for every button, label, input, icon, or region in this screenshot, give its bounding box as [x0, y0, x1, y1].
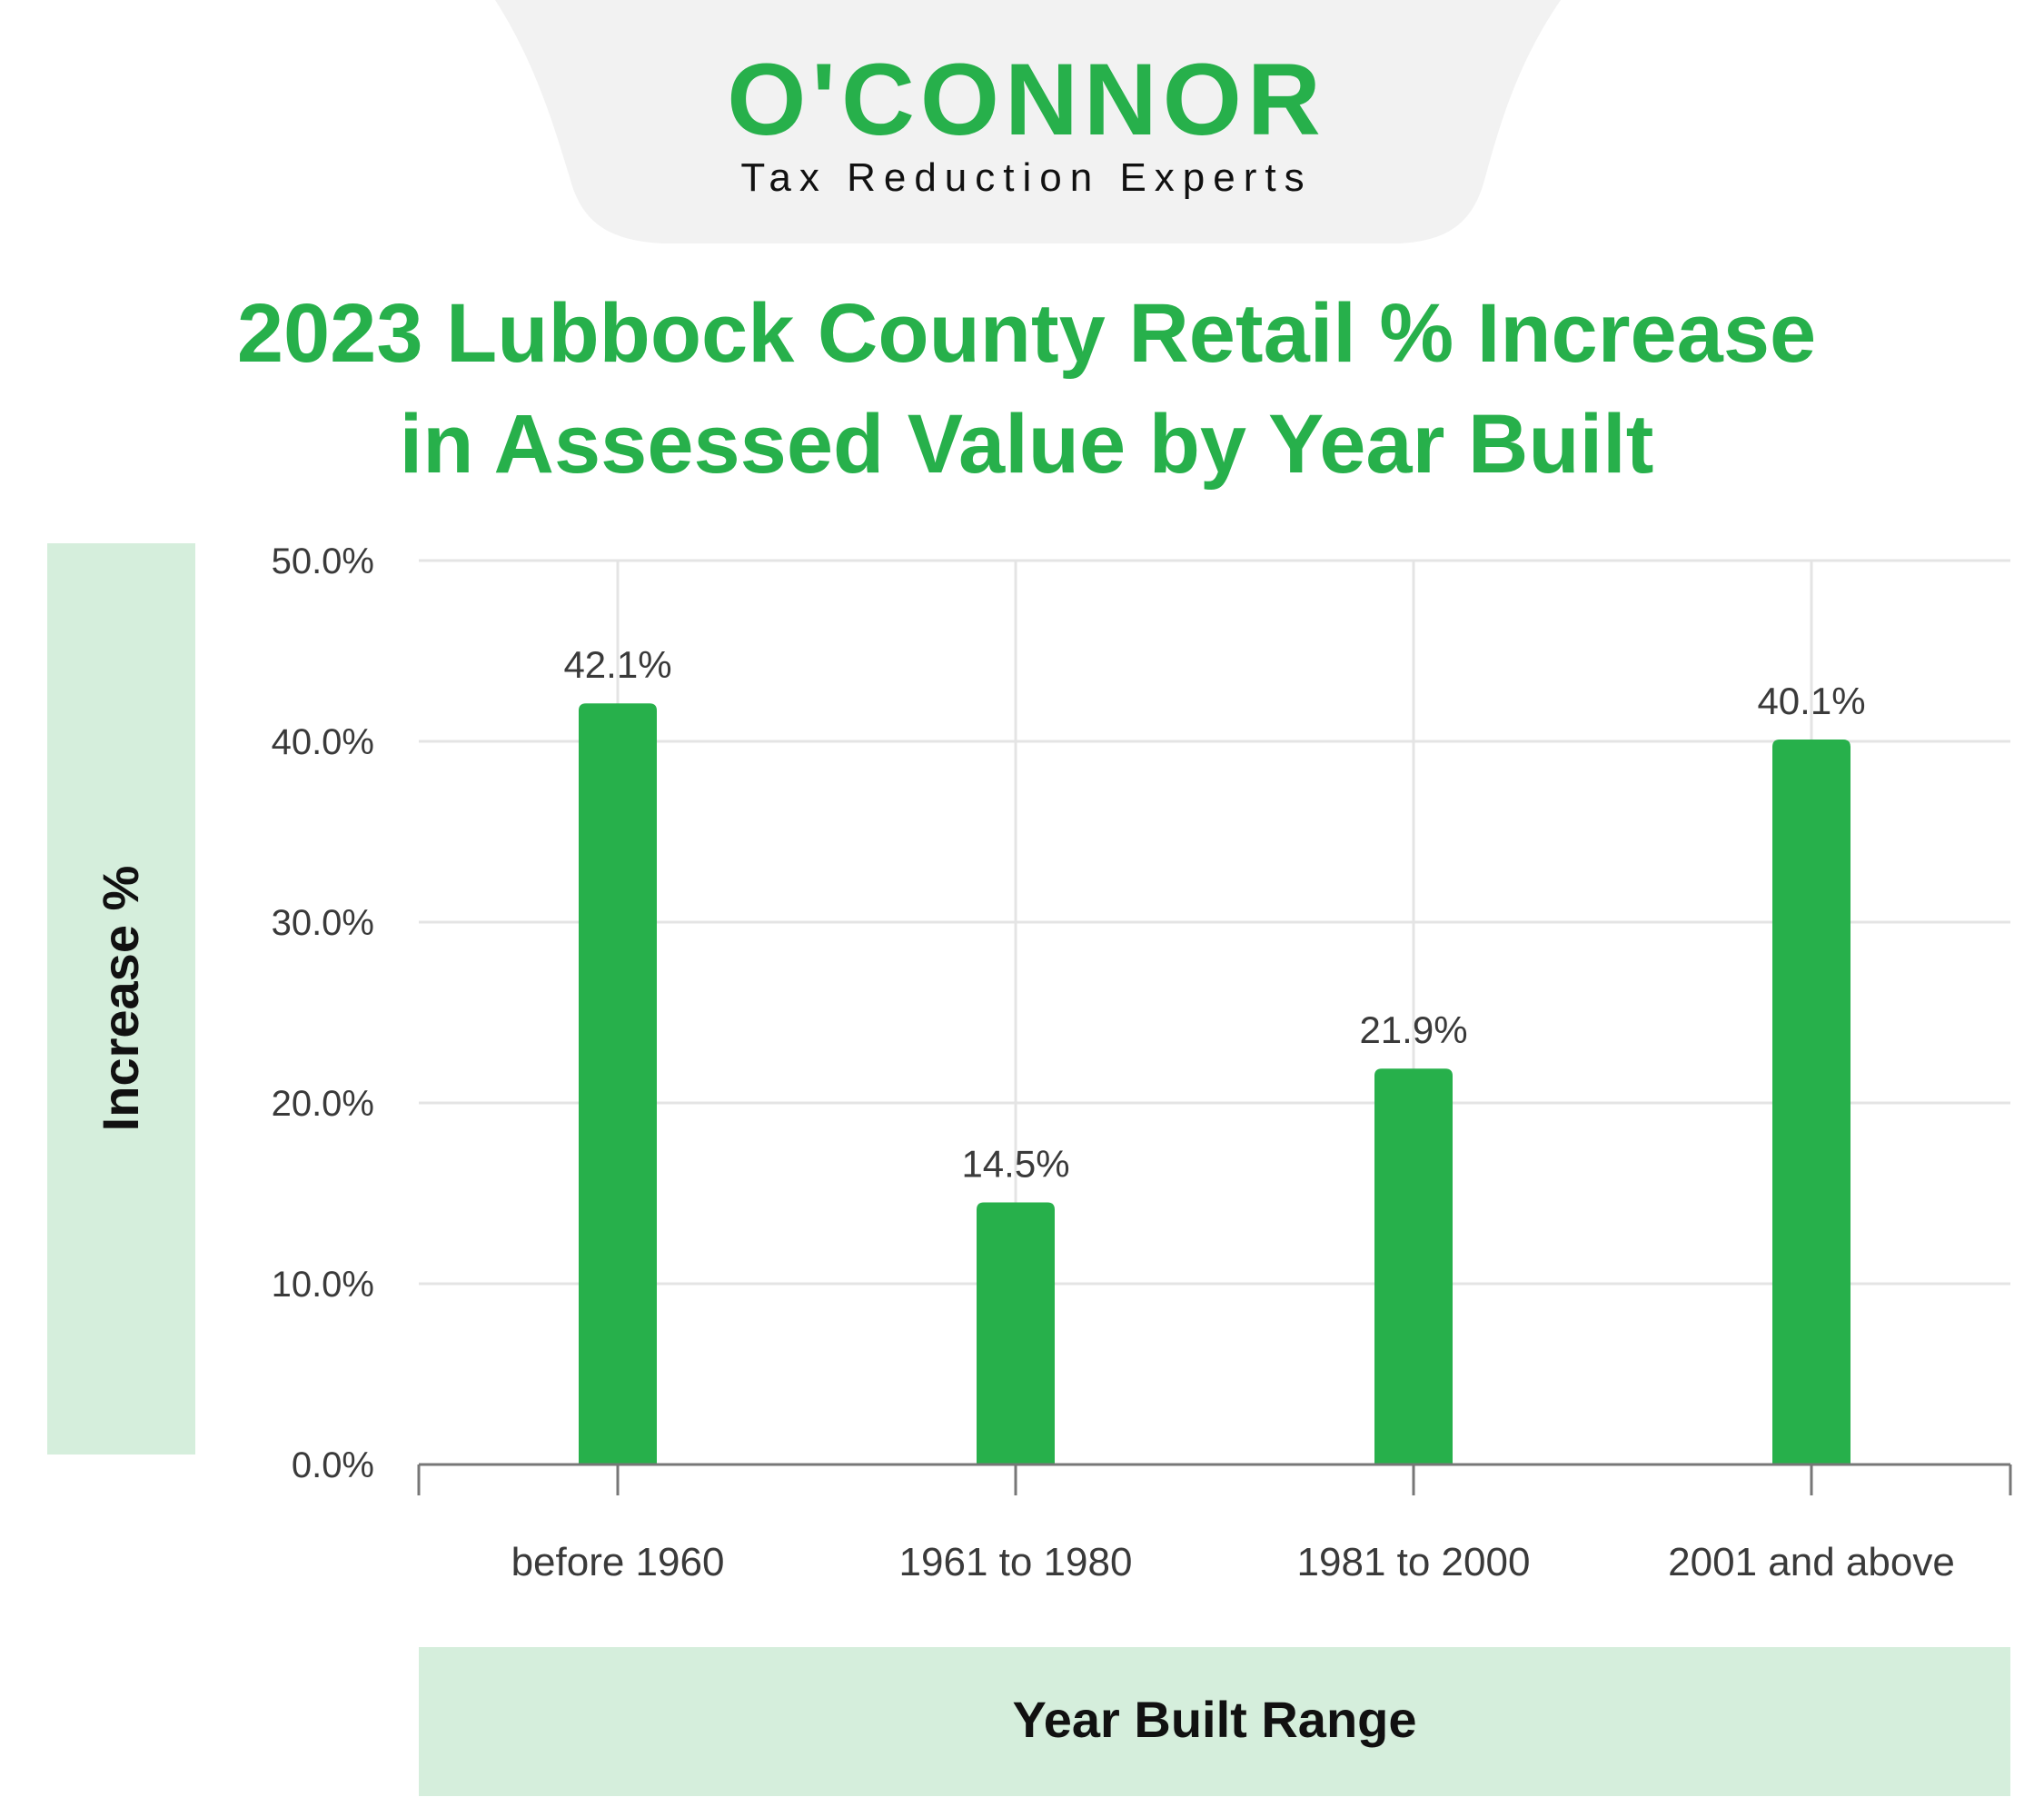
y-tick-label: 30.0% [272, 903, 374, 943]
y-tick-label: 50.0% [272, 541, 374, 581]
y-tick-label: 20.0% [272, 1084, 374, 1124]
x-tick-label: 1981 to 2000 [1297, 1540, 1531, 1584]
axes [417, 1463, 2012, 1495]
bar-2 [977, 1202, 1055, 1465]
data-label: 14.5% [961, 1142, 1069, 1185]
x-tick-label: before 1960 [511, 1540, 725, 1584]
x-axis-label-panel [419, 1647, 2010, 1796]
y-tick-label: 10.0% [272, 1265, 374, 1305]
bar-3 [1374, 1068, 1453, 1465]
bar-1 [579, 703, 657, 1465]
x-tick-label: 2001 and above [1668, 1540, 1955, 1584]
chart-labels: 0.0% 10.0% 20.0% 30.0% 40.0% 50.0% 42.1% before… [272, 541, 1955, 1584]
bars [579, 703, 1851, 1465]
y-axis-label-panel [47, 543, 195, 1455]
data-label: 42.1% [563, 643, 671, 686]
chart-title-line-2: in Assessed Value by Year Built [400, 398, 1654, 491]
y-axis-label: Increase % [92, 866, 149, 1132]
bar-4 [1772, 740, 1851, 1465]
logo-tagline: Tax Reduction Experts [740, 155, 1312, 200]
x-axis-label: Year Built Range [1012, 1691, 1416, 1748]
y-tick-label: 0.0% [292, 1445, 374, 1485]
x-tick-label: 1961 to 1980 [899, 1540, 1133, 1584]
data-label: 21.9% [1359, 1008, 1467, 1051]
logo-header-background [495, 0, 1561, 243]
logo-text: O'CONNOR [727, 43, 1326, 156]
chart-title-line-1: 2023 Lubbock County Retail % Increase [237, 287, 1816, 380]
data-label: 40.1% [1757, 680, 1865, 722]
y-tick-label: 40.0% [272, 722, 374, 762]
